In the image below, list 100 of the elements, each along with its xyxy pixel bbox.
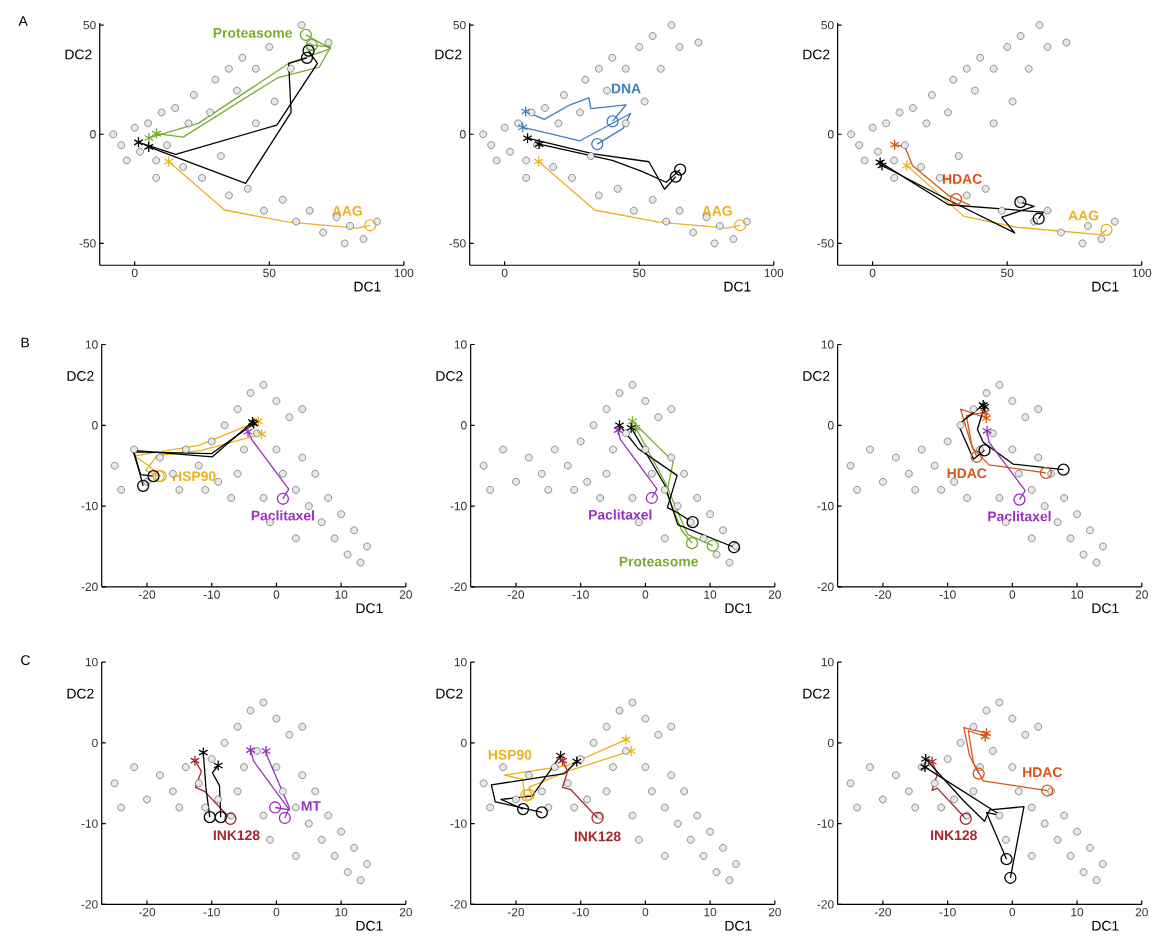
x-tick-label: 50 (1001, 268, 1014, 278)
y-axis-title: DC2 (67, 688, 94, 699)
x-axis-title: DC1 (724, 281, 751, 292)
y-tick-label: 0 (92, 738, 98, 747)
x-axis-title: DC1 (725, 920, 752, 931)
series-label: Paclitaxel (251, 510, 314, 521)
y-tick-label: 0 (460, 738, 467, 747)
y-tick-label: 0 (92, 420, 98, 430)
series-label: HDAC (1023, 767, 1062, 777)
series-label: INK128 (213, 830, 260, 840)
x-tick-label: 100 (394, 268, 414, 278)
y-tick-label: 10 (85, 657, 98, 667)
x-tick-label: 10 (704, 590, 717, 599)
y-tick-label: -10 (81, 501, 98, 511)
y-tick-label: -20 (817, 900, 834, 909)
x-tick-label: 0 (642, 590, 649, 599)
y-tick-label: 10 (821, 340, 834, 349)
x-tick-label: 0 (869, 268, 876, 278)
series-label: HDAC (942, 173, 982, 184)
series-label: INK128 (574, 831, 621, 842)
y-axis-title: DC2 (436, 370, 463, 381)
series-label: HSP90 (488, 749, 532, 760)
y-tick-label: 50 (821, 20, 834, 30)
x-tick-label: 50 (633, 268, 646, 278)
x-tick-label: 20 (768, 907, 781, 917)
y-tick-label: -10 (817, 501, 834, 511)
x-tick-label: -20 (138, 907, 156, 917)
y-tick-label: 10 (85, 340, 98, 349)
series-label: Proteasome (213, 27, 292, 38)
y-tick-label: -10 (817, 819, 834, 828)
y-axis-title: DC2 (67, 370, 94, 381)
y-tick-label: -50 (449, 239, 466, 248)
y-tick-label: 0 (460, 420, 467, 430)
x-tick-label: -10 (572, 907, 589, 917)
x-tick-label: -10 (203, 907, 220, 917)
x-tick-label: 0 (501, 268, 508, 278)
x-tick-label: -10 (939, 907, 956, 917)
y-tick-label: 10 (454, 340, 467, 349)
y-axis-title: DC2 (65, 49, 92, 60)
x-tick-label: 0 (1009, 907, 1016, 917)
x-tick-label: 20 (399, 907, 413, 917)
x-axis-title: DC1 (1092, 920, 1119, 931)
series-label: HDAC (947, 468, 987, 478)
x-tick-label: 10 (1071, 907, 1084, 917)
series-label: AAG (332, 205, 362, 216)
y-axis-title: DC2 (803, 370, 830, 381)
x-tick-label: 10 (1071, 590, 1084, 599)
x-tick-label: 100 (1132, 268, 1152, 278)
x-axis-title: DC1 (356, 920, 383, 931)
x-tick-label: 0 (1009, 590, 1016, 599)
x-tick-label: -10 (939, 590, 956, 599)
series-label: MT (301, 800, 321, 811)
x-tick-label: 20 (399, 590, 413, 599)
text: B (21, 337, 30, 348)
y-axis-title: DC2 (803, 688, 830, 699)
y-tick-label: 50 (83, 20, 96, 30)
series-label: AAG (702, 205, 732, 216)
series-label: Proteasome (619, 556, 698, 567)
y-tick-label: -20 (450, 582, 467, 591)
x-axis-title: DC1 (725, 603, 752, 613)
x-tick-label: -20 (507, 907, 525, 917)
y-tick-label: -50 (79, 239, 96, 248)
y-tick-label: -10 (450, 819, 467, 828)
x-axis-title: DC1 (1092, 603, 1119, 613)
y-tick-label: 0 (827, 420, 834, 430)
y-tick-label: -20 (81, 900, 98, 909)
series-label: DNA (611, 83, 641, 94)
text: C (21, 655, 30, 665)
x-tick-label: 20 (1135, 590, 1148, 599)
x-tick-label: -20 (507, 590, 525, 599)
series-label: Paclitaxel (589, 509, 652, 520)
series-label: INK128 (931, 830, 977, 840)
x-axis-title: DC1 (1092, 281, 1119, 292)
y-tick-label: -10 (81, 819, 98, 828)
x-tick-label: 10 (335, 590, 348, 599)
y-tick-label: -20 (450, 900, 467, 909)
y-tick-label: 0 (90, 129, 96, 139)
y-tick-label: -50 (817, 239, 834, 248)
x-tick-label: 20 (768, 590, 781, 599)
y-tick-label: 0 (460, 129, 466, 139)
x-tick-label: -10 (572, 590, 589, 599)
y-tick-label: 50 (453, 20, 466, 30)
y-tick-label: -10 (450, 501, 467, 511)
y-tick-label: 0 (827, 738, 834, 747)
y-axis-title: DC2 (435, 49, 462, 60)
x-tick-label: 0 (642, 907, 649, 917)
x-tick-label: -20 (874, 590, 892, 599)
x-tick-label: 0 (273, 907, 280, 917)
x-tick-label: 100 (764, 268, 784, 278)
x-tick-label: 0 (273, 590, 280, 599)
y-tick-label: 10 (454, 657, 467, 667)
text: A (18, 15, 28, 26)
x-tick-label: -20 (138, 590, 156, 599)
x-tick-label: 10 (704, 907, 717, 917)
y-tick-label: 10 (821, 657, 834, 667)
y-axis-title: DC2 (803, 49, 830, 60)
y-tick-label: -20 (817, 582, 834, 591)
x-tick-label: 10 (335, 907, 348, 917)
x-tick-label: 20 (1135, 907, 1148, 917)
x-axis-title: DC1 (354, 281, 381, 292)
